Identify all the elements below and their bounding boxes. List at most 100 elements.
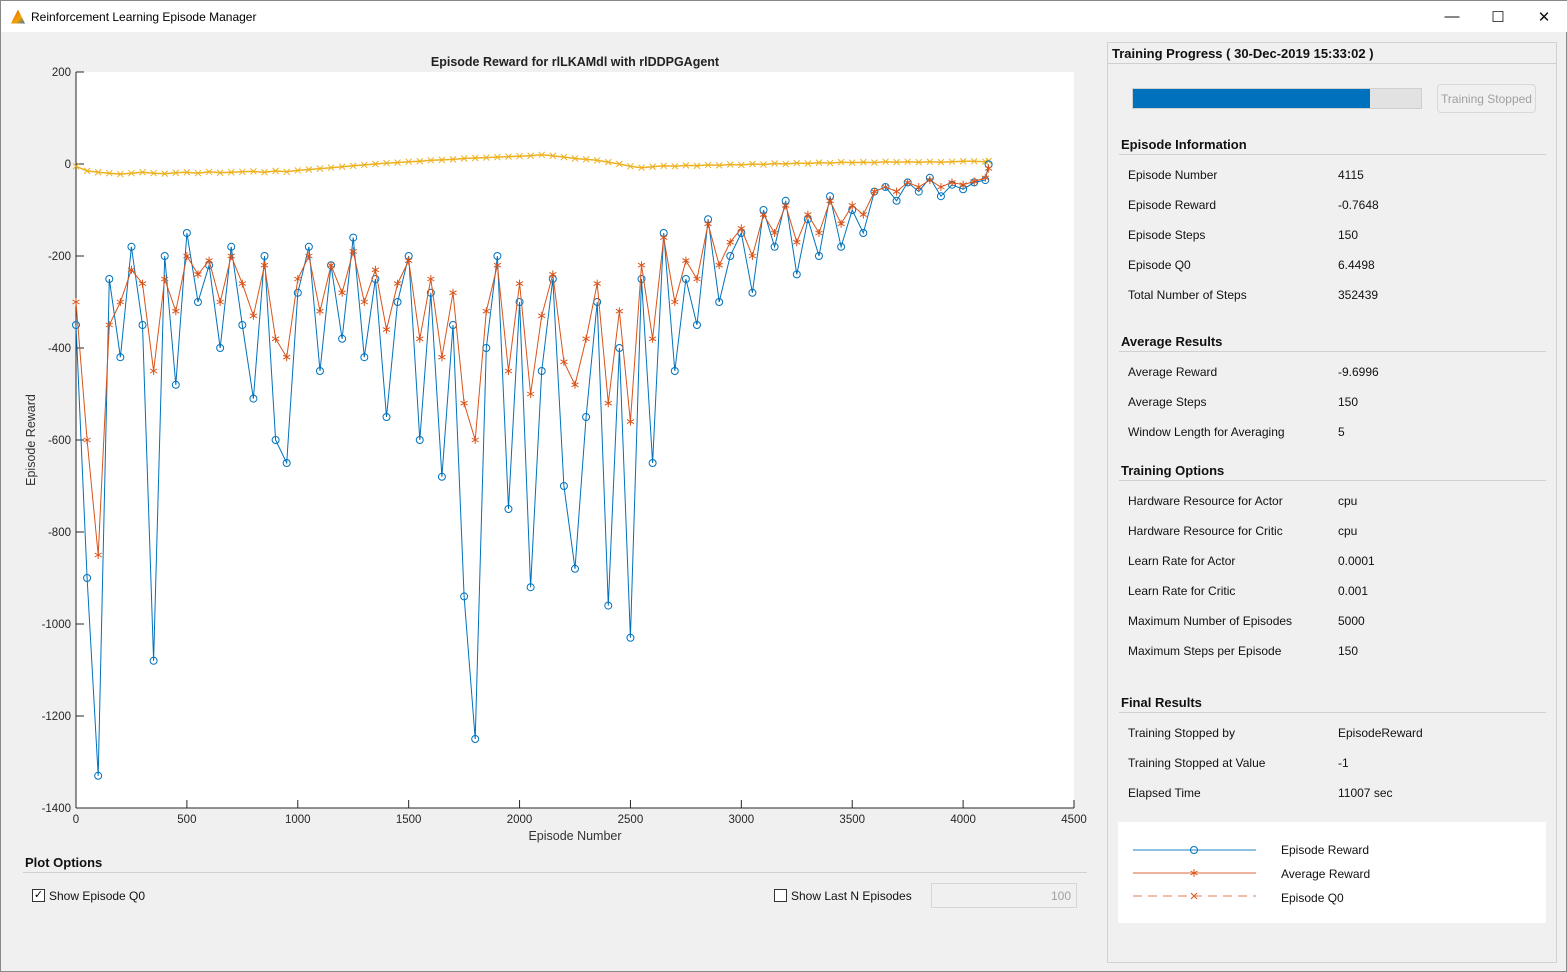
training-stopped-button[interactable]: Training Stopped (1437, 84, 1536, 113)
episode-q0-point (205, 168, 213, 176)
window-title: Reinforcement Learning Episode Manager (31, 9, 257, 24)
legend-x-marker-icon (1190, 892, 1198, 900)
episode-reward-point (338, 334, 347, 343)
average-reward-point (227, 252, 235, 260)
last-n-input[interactable]: 100 (931, 883, 1077, 908)
episode-q0-point (926, 158, 934, 166)
episode-reward-point (936, 192, 945, 201)
episode-info-value: 6.4498 (1338, 258, 1375, 272)
episode-q0-point (194, 169, 202, 177)
x-tick-label: 500 (177, 814, 196, 826)
episode-reward-point (271, 436, 280, 444)
x-tick-label: 1500 (396, 814, 422, 826)
y-tick-label: 200 (52, 67, 71, 79)
episode-reward-point (249, 394, 258, 403)
average-reward-point (194, 270, 202, 279)
average-reward-point (360, 298, 369, 306)
average-results-title: Average Results (1121, 334, 1223, 349)
legend-episode-q0: Episode Q0 (1281, 891, 1344, 905)
episode-q0-point (859, 158, 867, 166)
episode-info-value: 352439 (1338, 288, 1379, 302)
episode-q0-point (405, 158, 413, 166)
episode-q0-point (749, 160, 756, 168)
episode-q0-point (494, 153, 501, 161)
average-reward-point (382, 325, 391, 334)
episode-q0-point (105, 169, 113, 177)
legend-circle-marker-icon (1190, 846, 1198, 854)
episode-q0-point (117, 170, 124, 178)
episode-q0-point (427, 156, 435, 164)
episode-reward-point (637, 275, 646, 283)
average-results-label: Window Length for Averaging (1128, 425, 1285, 439)
average-reward-point (981, 173, 990, 182)
episode-q0-point (283, 168, 291, 176)
average-results-value: -9.6996 (1338, 365, 1379, 379)
episode-q0-point (837, 158, 845, 166)
show-q0-label[interactable]: Show Episode Q0 (49, 889, 146, 903)
average-reward-point (804, 210, 812, 219)
average-reward-point (948, 178, 956, 187)
episode-q0-point (593, 156, 601, 164)
final-results-value: -1 (1338, 756, 1349, 770)
close-button[interactable]: ✕ (1537, 8, 1551, 26)
average-reward-point (582, 334, 590, 343)
average-reward-point (859, 210, 868, 219)
y-axis-label: Episode Reward (24, 394, 38, 486)
average-reward-point (704, 219, 712, 228)
episode-reward-point (293, 288, 302, 297)
episode-reward-point (138, 321, 147, 329)
episode-q0-point (970, 157, 978, 165)
episode-q0-point (882, 158, 889, 166)
episode-q0-point (383, 159, 390, 167)
training-options-title: Training Options (1121, 463, 1225, 478)
episode-reward-point (349, 233, 358, 242)
average-reward-point (881, 183, 890, 191)
episode-reward-point (460, 592, 469, 601)
average-reward-point (781, 201, 790, 210)
show-q0-checkbox[interactable]: ✓ (32, 889, 45, 902)
episode-q0-point (693, 162, 701, 170)
training-progress-panel (1107, 42, 1557, 963)
episode-q0-point (915, 158, 923, 166)
average-reward-line (75, 168, 990, 556)
x-tick-label: 1000 (285, 814, 311, 826)
average-reward-point (637, 261, 646, 270)
episode-info-label: Episode Steps (1128, 228, 1206, 242)
episode-q0-point (438, 156, 446, 164)
x-axis-label: Episode Number (528, 829, 621, 843)
episode-reward-chart: Episode Reward for rlLKAMdl with rlDDPGA… (24, 55, 1087, 843)
episode-reward-point (127, 242, 136, 251)
episode-info-title: Episode Information (1121, 137, 1247, 152)
episode-q0-point (604, 158, 612, 166)
average-reward-point (549, 270, 557, 279)
average-reward-point (404, 256, 413, 265)
maximize-button[interactable]: ☐ (1491, 8, 1505, 26)
average-reward-point (759, 210, 768, 219)
average-reward-point (205, 256, 213, 265)
episode-q0-point (83, 167, 91, 175)
average-reward-point (72, 298, 80, 306)
training-options-label: Maximum Steps per Episode (1128, 644, 1282, 658)
training-options-label: Hardware Resource for Actor (1128, 494, 1283, 508)
show-last-n-checkbox[interactable] (774, 889, 787, 902)
episode-reward-point (837, 242, 846, 251)
episode-reward-point (859, 229, 868, 237)
average-reward-point (626, 417, 635, 426)
average-reward-point (338, 288, 346, 297)
episode-reward-point (304, 242, 313, 251)
average-reward-point (748, 252, 757, 260)
show-last-n-label[interactable]: Show Last N Episodes (791, 889, 912, 903)
episode-reward-point (582, 413, 591, 421)
training-options-value: 150 (1338, 644, 1359, 658)
average-reward-point (371, 265, 380, 274)
training-options-label: Learn Rate for Actor (1128, 554, 1236, 568)
x-tick-label: 3000 (729, 814, 755, 826)
final-results-label: Training Stopped by (1128, 726, 1235, 740)
minimize-button[interactable]: — (1444, 8, 1460, 25)
average-reward-point (249, 311, 258, 320)
legend-average-reward: Average Reward (1281, 867, 1371, 881)
average-reward-point (471, 436, 479, 444)
episode-q0-point (904, 158, 912, 166)
average-reward-point (892, 187, 901, 196)
episode-reward-point (681, 275, 690, 283)
